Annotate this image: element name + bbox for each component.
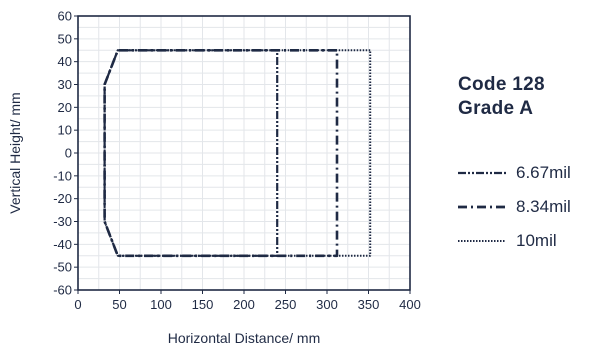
legend-swatch-10mil: [458, 240, 506, 242]
grid: [77, 15, 411, 291]
x-tick-label: 400: [399, 297, 421, 312]
y-tick-label: -50: [53, 260, 72, 275]
y-tick-label: 50: [58, 31, 72, 46]
x-tick-label: 300: [316, 297, 338, 312]
x-tick-label: 0: [74, 297, 81, 312]
legend-item: 8.34mil: [458, 190, 588, 224]
y-tick-label: -10: [53, 168, 72, 183]
legend-item: 10mil: [458, 224, 588, 258]
x-axis-ticks: 0 50 100 150 200 250 300 350 400: [74, 290, 421, 312]
y-tick-label: 40: [58, 54, 72, 69]
y-tick-label: -60: [53, 283, 72, 298]
y-tick-label: 30: [58, 77, 72, 92]
x-tick-label: 200: [233, 297, 255, 312]
series-group: [103, 48, 372, 258]
legend-label: 6.67mil: [516, 163, 571, 182]
legend-label: 10mil: [516, 231, 557, 250]
legend-heading-line-1: Code 128: [458, 74, 545, 95]
legend-heading: Code 128 Grade A: [458, 73, 545, 121]
y-axis-label: Vertical Height/ mm: [7, 92, 23, 213]
y-tick-label: -40: [53, 237, 72, 252]
y-tick-label: 60: [58, 9, 72, 24]
x-tick-label: 100: [150, 297, 172, 312]
x-tick-label: 50: [112, 297, 126, 312]
y-tick-label: 20: [58, 100, 72, 115]
x-tick-label: 350: [358, 297, 380, 312]
x-tick-label: 250: [275, 297, 297, 312]
x-axis-label: Horizontal Distance/ mm: [168, 330, 321, 346]
legend-heading-line-2: Grade A: [458, 98, 534, 119]
y-axis-ticks: 60 50 40 30 20 10 0 -10 -20 -30 -40 -50 -60: [53, 9, 78, 298]
legend-item: 6.67mil: [458, 156, 588, 190]
y-tick-label: -20: [53, 191, 72, 206]
legend-swatch-6-67mil: [458, 171, 506, 175]
y-tick-label: 0: [65, 146, 72, 161]
y-tick-label: -30: [53, 214, 72, 229]
y-tick-label: 10: [58, 123, 72, 138]
legend: 6.67mil 8.34mil 10mil: [458, 156, 588, 258]
legend-swatch-8-34mil: [458, 205, 506, 209]
series-line-10mil: [103, 49, 372, 257]
legend-label: 8.34mil: [516, 197, 571, 216]
x-tick-label: 150: [192, 297, 214, 312]
